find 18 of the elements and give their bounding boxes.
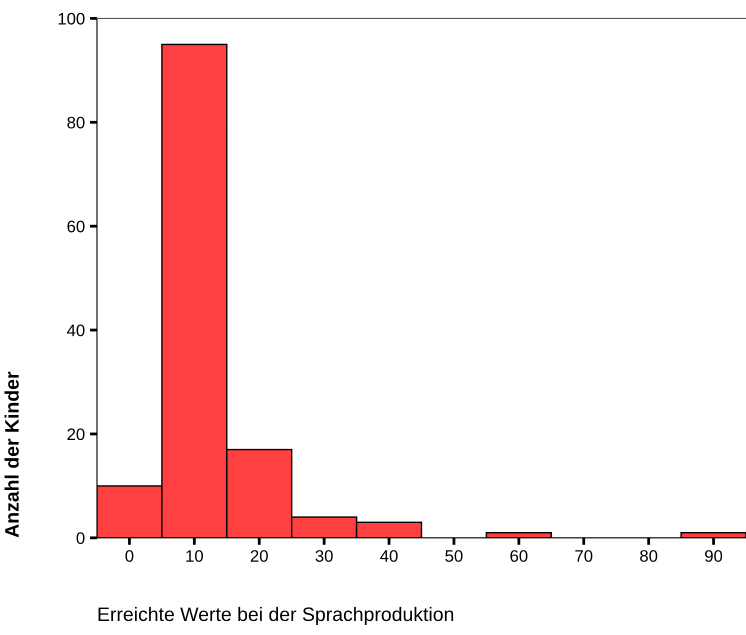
x-tick-label: 60 xyxy=(510,550,528,562)
x-axis-title: Erreichte Werte bei der Sprachproduktion xyxy=(98,606,454,625)
x-tick-label: 0 xyxy=(125,550,134,562)
x-tick-label: 50 xyxy=(445,550,463,562)
y-tick-label: 40 xyxy=(67,324,85,336)
x-tick-label: 70 xyxy=(575,550,592,562)
x-tick-label: 40 xyxy=(380,550,398,562)
x-tick-label: 20 xyxy=(250,550,268,562)
y-axis-title: Anzahl der Kinder xyxy=(4,372,19,538)
x-tick-label: 10 xyxy=(186,550,203,562)
x-tick-label: 30 xyxy=(316,550,333,562)
y-tick-label: 0 xyxy=(76,532,85,544)
y-tick-label: 80 xyxy=(67,116,85,129)
x-tick-label: 80 xyxy=(640,550,658,562)
y-tick-label: 60 xyxy=(67,220,85,232)
y-tick-label: 20 xyxy=(67,428,85,440)
y-tick-label: 100 xyxy=(58,12,85,25)
x-tick-label: 90 xyxy=(705,550,722,562)
